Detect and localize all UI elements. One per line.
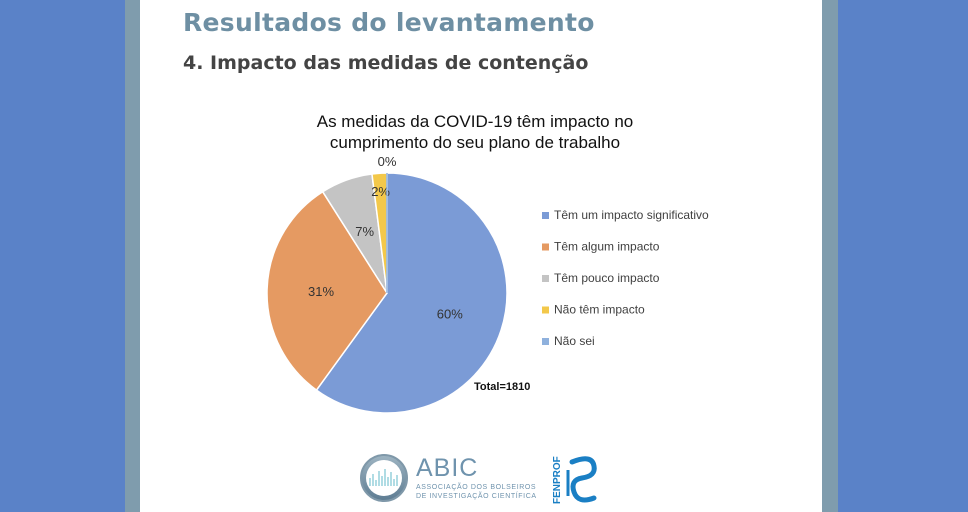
legend-item: Não sei xyxy=(554,334,595,348)
fenprof-logo-text: FENPROF xyxy=(552,456,563,504)
pie-data-label: 31% xyxy=(308,284,334,299)
pie-data-label: 2% xyxy=(371,184,390,199)
slide-frame-right xyxy=(822,0,838,512)
slide-subtitle: 4. Impacto das medidas de contenção xyxy=(183,52,589,74)
legend-item: Têm pouco impacto xyxy=(554,271,660,285)
legend-item: Têm um impacto significativo xyxy=(554,208,709,222)
abic-logo-line2: DE INVESTIGAÇÃO CIENTÍFICA xyxy=(416,493,537,500)
pie-slice xyxy=(315,172,508,414)
slide: Resultados do levantamento 4. Impacto da… xyxy=(140,0,822,512)
legend-swatch xyxy=(542,338,549,345)
pie-data-label: 60% xyxy=(437,306,463,321)
abic-logo-mark xyxy=(360,454,408,502)
legend-item: Não têm impacto xyxy=(554,303,645,317)
slide-title: Resultados do levantamento xyxy=(183,8,595,37)
legend-item: Têm algum impacto xyxy=(554,240,660,254)
abic-logo-line1: ASSOCIAÇÃO DOS BOLSEIROS xyxy=(416,484,537,491)
total-annotation: Total=1810 xyxy=(474,381,530,393)
pie-data-label: 7% xyxy=(355,224,374,239)
fenprof-logo-mark: FENPROF xyxy=(552,456,597,504)
abic-logo: ABIC ASSOCIAÇÃO DOS BOLSEIROS DE INVESTI… xyxy=(358,452,538,504)
pie-data-label: 0% xyxy=(378,154,397,169)
slide-frame-left xyxy=(125,0,140,512)
chart-title: As medidas da COVID-19 têm impacto no cu… xyxy=(316,112,634,152)
pie-chart: 60% 31% 7% 2% 0% Têm um impacto significativo… xyxy=(266,154,709,414)
legend-swatch xyxy=(542,306,549,314)
legend-swatch xyxy=(542,212,549,219)
fenprof-logo: FENPROF xyxy=(552,452,602,508)
legend-swatch xyxy=(542,275,549,282)
pie-slice xyxy=(266,190,388,392)
legend-swatch xyxy=(542,243,549,251)
abic-logo-name: ABIC xyxy=(416,454,479,482)
